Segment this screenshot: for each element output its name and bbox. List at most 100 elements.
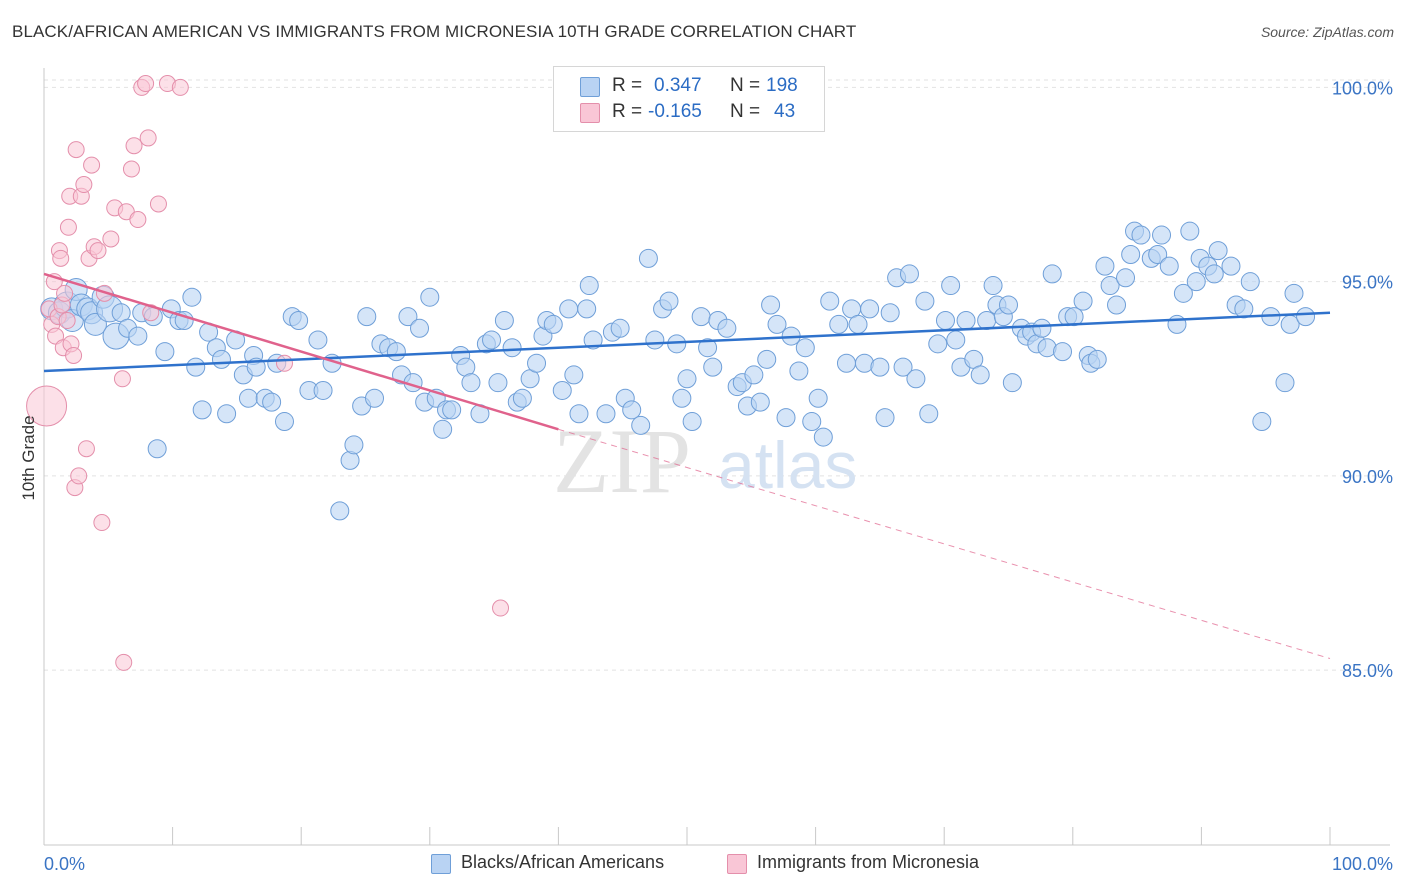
data-point-blacks <box>1100 276 1120 296</box>
data-point-blacks <box>488 373 508 393</box>
data-point-blacks <box>757 349 777 369</box>
y-axis-label: 10th Grade <box>19 415 38 500</box>
data-point-blacks <box>433 419 453 439</box>
data-point-blacks <box>1087 349 1107 369</box>
data-point-blacks <box>956 311 976 331</box>
data-point-blacks <box>1002 373 1022 393</box>
n-value: 43 <box>774 101 796 122</box>
data-point-blacks <box>645 330 665 350</box>
data-point-blacks <box>970 365 990 385</box>
data-point-blacks <box>870 357 890 377</box>
data-point-blacks <box>308 330 328 350</box>
data-point-micronesia <box>70 467 88 485</box>
source-credit: Source: ZipAtlas.com <box>1260 24 1394 40</box>
data-point-blacks <box>1159 256 1179 276</box>
data-point-micronesia <box>171 78 189 96</box>
tick-labels: 85.0% 90.0% 95.0% 100.0% 0.0% 100.0% <box>44 78 1393 874</box>
data-point-blacks <box>182 287 202 307</box>
data-point-blacks <box>698 338 718 358</box>
data-point-blacks <box>1173 283 1193 303</box>
data-point-blacks <box>527 353 547 373</box>
data-point-micronesia <box>65 346 83 364</box>
data-point-blacks <box>147 439 167 459</box>
data-point-micronesia <box>83 156 101 174</box>
data-point-blacks <box>577 299 597 319</box>
data-point-blacks <box>795 338 815 358</box>
r-value: 0.347 <box>654 75 702 96</box>
trend-lines <box>43 272 1331 659</box>
data-point-blacks <box>1275 373 1295 393</box>
data-point-blacks <box>192 400 212 420</box>
data-point-micronesia <box>93 514 111 532</box>
stats-row-micronesia: R = -0.165 N = 43 <box>554 101 824 125</box>
data-point-blacks <box>776 408 796 428</box>
n-value: 198 <box>766 75 798 96</box>
data-point-blacks <box>829 314 849 334</box>
x-tick-label: 0.0% <box>44 854 85 874</box>
data-point-blacks <box>365 388 385 408</box>
data-point-blacks <box>1204 264 1224 284</box>
data-point-blacks <box>919 404 939 424</box>
data-point-blacks <box>808 388 828 408</box>
data-point-blacks <box>893 357 913 377</box>
data-point-blacks <box>330 501 350 521</box>
data-point-blacks <box>802 412 822 432</box>
data-point-blacks <box>767 314 787 334</box>
watermark-zip: ZIP <box>553 410 691 512</box>
data-point-blacks <box>1252 412 1272 432</box>
data-point-micronesia <box>125 137 143 155</box>
data-point-blacks <box>583 330 603 350</box>
data-point-blacks <box>482 330 502 350</box>
r-label: R = <box>612 101 643 122</box>
data-point-micronesia <box>52 249 70 267</box>
data-point-blacks <box>750 392 770 412</box>
data-point-blacks <box>186 357 206 377</box>
y-tick-label: 85.0% <box>1342 661 1393 681</box>
data-point-micronesia <box>122 160 140 178</box>
blue-swatch-icon <box>580 77 600 97</box>
y-tick-label: 100.0% <box>1332 78 1393 98</box>
data-point-micronesia <box>67 141 85 159</box>
data-point-blacks <box>682 412 702 432</box>
data-point-blacks <box>217 404 237 424</box>
data-point-blacks <box>1208 241 1228 261</box>
data-point-blacks <box>983 276 1003 296</box>
data-point-micronesia <box>113 370 131 388</box>
data-point-micronesia <box>26 385 68 427</box>
blue-legend-swatch-icon <box>431 854 451 874</box>
data-point-blacks <box>262 392 282 412</box>
series-micronesia-points <box>26 75 510 671</box>
data-point-blacks <box>848 314 868 334</box>
data-point-micronesia <box>58 312 76 330</box>
data-point-micronesia <box>47 327 65 345</box>
data-point-micronesia <box>129 211 147 229</box>
data-point-blacks <box>1064 307 1084 327</box>
data-point-blacks <box>1042 264 1062 284</box>
data-point-blacks <box>344 435 364 455</box>
data-point-micronesia <box>149 195 167 213</box>
data-point-blacks <box>410 318 430 338</box>
data-point-blacks <box>502 338 522 358</box>
data-point-blacks <box>1073 291 1093 311</box>
data-point-blacks <box>1131 225 1151 245</box>
data-point-blacks <box>1032 318 1052 338</box>
data-point-blacks <box>631 415 651 435</box>
data-point-blacks <box>1107 295 1127 315</box>
data-point-blacks <box>915 291 935 311</box>
data-point-blacks <box>744 365 764 385</box>
data-point-micronesia <box>77 440 95 458</box>
data-point-blacks <box>386 342 406 362</box>
data-point-blacks <box>899 264 919 284</box>
data-point-blacks <box>564 365 584 385</box>
data-point-blacks <box>543 314 563 334</box>
r-label: R = <box>612 75 643 96</box>
data-point-micronesia <box>139 129 157 147</box>
data-point-blacks <box>1148 244 1168 264</box>
data-point-blacks <box>691 307 711 327</box>
data-point-blacks <box>1296 307 1316 327</box>
data-point-blacks <box>672 388 692 408</box>
data-point-micronesia <box>137 75 155 93</box>
data-point-micronesia <box>75 176 93 194</box>
data-point-blacks <box>596 404 616 424</box>
data-point-blacks <box>357 307 377 327</box>
